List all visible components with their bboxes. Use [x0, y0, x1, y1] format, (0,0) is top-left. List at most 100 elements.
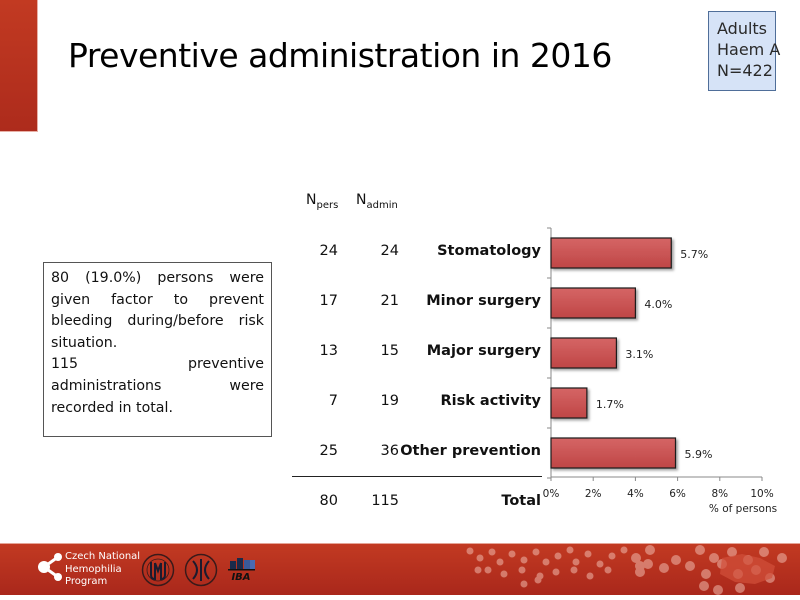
molecule-dot [701, 569, 711, 579]
molecule-dot [685, 561, 695, 571]
category-label: Minor surgery [426, 293, 541, 309]
molecule-dot [508, 550, 516, 558]
bar [550, 287, 637, 319]
molecule-dot [643, 559, 653, 569]
bar-value-label: 5.7% [680, 248, 708, 261]
total-separator [292, 476, 542, 477]
molecule-dot [671, 555, 681, 565]
molecule-dot [534, 576, 542, 584]
bar [550, 337, 618, 369]
molecule-dot [554, 552, 562, 560]
molecule-dot [500, 570, 508, 578]
org-name-line: Czech National [65, 551, 141, 562]
molecule-dot [488, 548, 496, 556]
molecule-dot [566, 546, 574, 554]
molecule-dot [474, 566, 482, 574]
slide-title: Preventive administration in 2016 [68, 36, 612, 75]
molecule-dot [631, 553, 641, 563]
org-name-line: Program [65, 576, 108, 587]
bar-value-label: 4.0% [644, 298, 672, 311]
header-n-admin: Nadmin [356, 192, 398, 211]
org-name-line: Hemophilia [65, 563, 122, 575]
cnhp-logo-icon [38, 553, 62, 581]
header-base: N [306, 192, 317, 208]
molecule-dot [572, 558, 580, 566]
x-tick-label: 2% [585, 488, 602, 500]
molecule-dot [699, 581, 709, 591]
x-tick-label: 8% [711, 488, 728, 500]
molecule-dot [659, 563, 669, 573]
n-pers-cell: 7 [328, 393, 338, 409]
molecule-pattern-icon [466, 545, 787, 595]
x-tick-label: 0% [543, 488, 560, 500]
bar-chart: 0% 2% 4% 6% 8% 10% % of persons 5.7% 4.0% 3.1% 1.7… [543, 227, 777, 515]
n-admin-cell: 21 [380, 293, 399, 309]
molecule-dot [695, 545, 705, 555]
molecule-dot [620, 546, 628, 554]
x-tick-label: 6% [669, 488, 686, 500]
n-pers-cell: 13 [319, 343, 338, 359]
x-tick-label: 10% [750, 488, 773, 500]
molecule-dot [532, 548, 540, 556]
molecule-dot [635, 561, 645, 571]
cohort-line: Haem A [717, 40, 781, 59]
molecule-dot [596, 560, 604, 568]
molecule-dot [520, 580, 528, 588]
footer-bottom [0, 595, 800, 600]
bar [550, 437, 677, 469]
iba-logo-icon: IBA [228, 558, 255, 582]
molecule-dot [496, 558, 504, 566]
molecule-dot [466, 547, 474, 555]
molecule-dot [777, 553, 787, 563]
bar-value-label: 5.9% [684, 448, 712, 461]
total-n-admin: 115 [371, 493, 399, 509]
n-admin-cell: 19 [380, 393, 399, 409]
bar-value-label: 3.1% [625, 348, 653, 361]
molecule-dot [604, 566, 612, 574]
n-pers-cell: 24 [319, 243, 338, 259]
molecule-dot [520, 556, 528, 564]
iba-label: IBA [231, 572, 250, 582]
molecule-dot [542, 558, 550, 566]
category-label: Stomatology [437, 243, 541, 259]
molecule-dot [759, 547, 769, 557]
x-axis-title: % of persons [709, 503, 777, 515]
category-label: Other prevention [400, 443, 541, 459]
category-label: Risk activity [440, 393, 541, 409]
molecule-dot [645, 545, 655, 555]
n-admin-cell: 15 [380, 343, 399, 359]
bar [550, 237, 672, 269]
czech-map-icon [720, 554, 775, 584]
footer-band [0, 543, 800, 596]
summary-box: 80 (19.0%) persons were given factor to … [43, 262, 272, 437]
summary-text: 115 preventive administrations were reco… [51, 356, 264, 416]
molecule-dot [518, 566, 526, 574]
total-label: Total [501, 493, 541, 509]
cohort-box: Adults Haem A N=422 [708, 11, 781, 91]
x-tick-label: 4% [627, 488, 644, 500]
n-pers-cell: 17 [319, 293, 338, 309]
cohort-line: N=422 [717, 61, 773, 80]
accent-bar [0, 0, 38, 132]
molecule-dot [570, 566, 578, 574]
medical-society-icon [184, 553, 218, 587]
bar-value-label: 1.7% [596, 398, 624, 411]
molecule-dot [709, 553, 719, 563]
n-admin-cell: 36 [380, 443, 399, 459]
bar [550, 387, 588, 419]
molecule-dot [586, 572, 594, 580]
header-base: N [356, 192, 367, 208]
summary-text: 80 (19.0%) persons were given factor to … [51, 270, 264, 351]
molecule-dot [476, 554, 484, 562]
category-label: Major surgery [426, 343, 541, 359]
molecule-dot [727, 547, 737, 557]
molecule-dot [608, 552, 616, 560]
n-pers-cell: 25 [319, 443, 338, 459]
n-admin-cell: 24 [380, 243, 399, 259]
university-seal-icon [141, 553, 175, 587]
org-name: Czech National Hemophilia Program [65, 551, 140, 589]
molecule-dot [484, 566, 492, 574]
total-n-pers: 80 [319, 493, 338, 509]
header-n-pers: Npers [306, 192, 338, 211]
molecule-dot [713, 585, 723, 595]
